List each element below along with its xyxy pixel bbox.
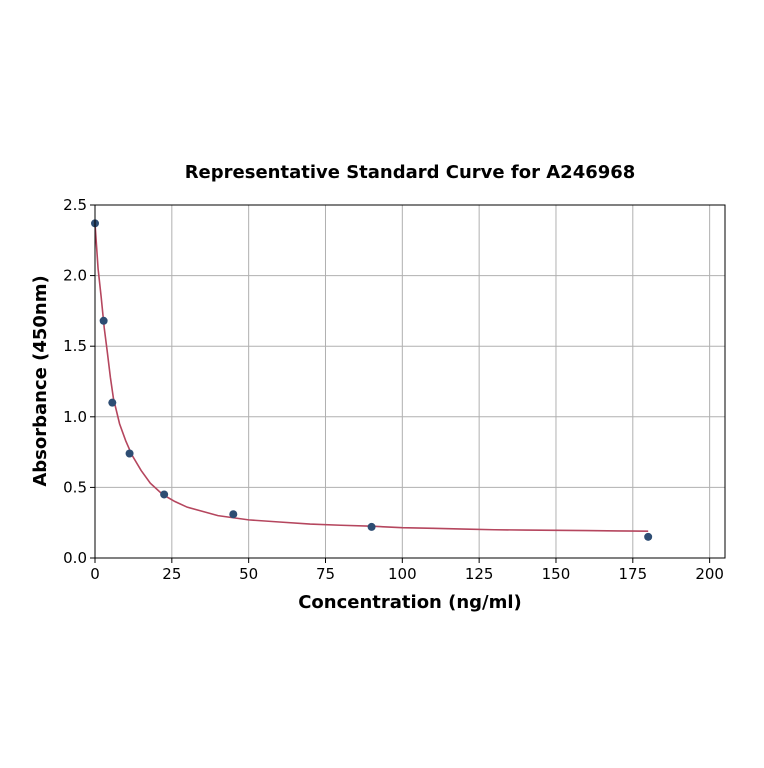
x-axis-ticks: 0 25 50 75 100 125 150 175 200 (90, 558, 724, 583)
x-tick-label: 175 (618, 565, 647, 583)
grid-lines (94, 204, 725, 559)
y-tick-label: 2.5 (63, 196, 87, 214)
data-points-layer (91, 219, 653, 541)
x-tick-label: 50 (239, 565, 258, 583)
y-tick-label: 1.5 (63, 337, 87, 355)
y-tick-label: 1.0 (63, 408, 87, 426)
y-tick-label: 0.5 (63, 478, 87, 496)
x-axis-label: Concentration (ng/ml) (298, 592, 522, 613)
x-tick-label: 125 (465, 565, 494, 583)
data-point (125, 449, 134, 458)
x-tick-label: 25 (162, 565, 181, 583)
x-tick-label: 75 (316, 565, 335, 583)
data-point (644, 532, 653, 541)
data-point (99, 316, 108, 325)
x-tick-label: 200 (695, 565, 724, 583)
fit-curve-layer (94, 223, 649, 532)
x-tick-label: 100 (388, 565, 417, 583)
x-tick-label: 150 (542, 565, 571, 583)
y-tick-label: 0.0 (63, 549, 87, 567)
y-tick-label: 2.0 (63, 267, 87, 285)
chart-title: Representative Standard Curve for A24696… (185, 162, 636, 183)
data-point (108, 398, 117, 407)
data-point (367, 522, 376, 531)
fit-curve-line (94, 223, 649, 532)
y-axis-label: Absorbance (450nm) (30, 275, 51, 486)
y-axis-ticks: 0.0 0.5 1.0 1.5 2.0 2.5 (63, 196, 95, 567)
plot-frame (94, 204, 726, 559)
data-point (229, 510, 238, 519)
data-point (160, 490, 169, 499)
x-tick-label: 0 (90, 565, 100, 583)
